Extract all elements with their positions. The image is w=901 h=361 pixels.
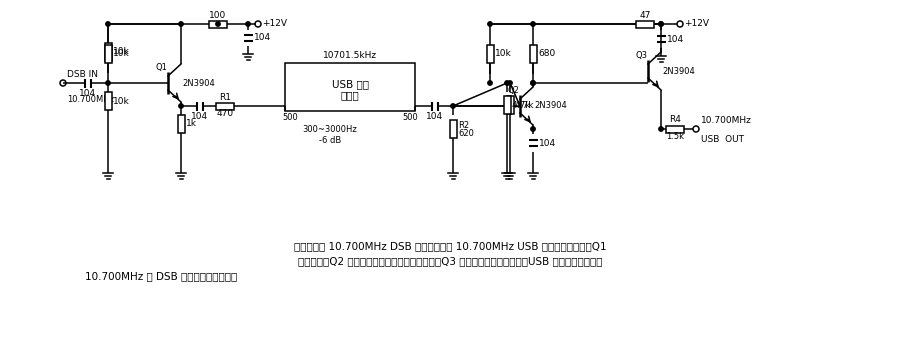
Bar <box>487 44 494 62</box>
Text: 4.7k: 4.7k <box>515 100 534 109</box>
Circle shape <box>487 81 492 85</box>
Bar <box>105 43 112 61</box>
Circle shape <box>659 22 663 26</box>
Bar <box>209 21 227 27</box>
Text: R4: R4 <box>669 116 681 125</box>
Text: 10k: 10k <box>113 49 130 58</box>
Circle shape <box>531 81 535 85</box>
Text: Q2: Q2 <box>507 86 519 95</box>
Text: 500: 500 <box>402 113 418 122</box>
Text: USB  OUT: USB OUT <box>701 135 744 144</box>
Text: 2N3904: 2N3904 <box>662 66 695 75</box>
Text: 为射随器；Q2 为输入阻抗较大的共射级放大器；Q3 为射随器作缓冲输出级。USB 晶体滤波器只允许: 为射随器；Q2 为输入阻抗较大的共射级放大器；Q3 为射随器作缓冲输出级。USB… <box>297 256 602 266</box>
Circle shape <box>659 22 663 26</box>
Text: 500: 500 <box>282 113 298 122</box>
Text: 680: 680 <box>538 49 555 58</box>
Circle shape <box>505 81 509 85</box>
Text: 10k: 10k <box>113 96 130 105</box>
Text: 2N3904: 2N3904 <box>182 78 214 87</box>
Text: DSB IN: DSB IN <box>67 70 98 79</box>
Text: USB 晶体: USB 晶体 <box>332 79 369 89</box>
Text: 104: 104 <box>426 112 443 121</box>
Text: Q1: Q1 <box>155 63 167 72</box>
Circle shape <box>178 22 183 26</box>
Bar <box>666 126 684 132</box>
Bar <box>636 21 654 27</box>
Text: 10.700MHz: 10.700MHz <box>701 116 751 125</box>
Text: 104: 104 <box>79 89 96 98</box>
Bar <box>530 44 536 62</box>
Text: 2N3904: 2N3904 <box>534 101 567 110</box>
Text: 滤波器: 滤波器 <box>341 90 359 100</box>
Text: 104: 104 <box>191 112 208 121</box>
Text: +12V: +12V <box>684 18 709 27</box>
Text: R2: R2 <box>458 121 469 130</box>
Text: 10k: 10k <box>113 48 130 57</box>
Bar <box>285 63 415 111</box>
Circle shape <box>659 127 663 131</box>
Text: -6 dB: -6 dB <box>319 136 341 145</box>
Bar <box>506 96 514 114</box>
Text: 10k: 10k <box>495 49 512 58</box>
Bar <box>450 120 457 138</box>
Text: 104: 104 <box>667 35 684 43</box>
Text: 10701.5kHz: 10701.5kHz <box>323 51 377 60</box>
Text: 47: 47 <box>640 10 651 19</box>
Text: +12V: +12V <box>262 18 287 27</box>
Circle shape <box>178 104 183 108</box>
Text: 4.7k: 4.7k <box>512 100 532 109</box>
Text: 1k: 1k <box>186 119 197 129</box>
Circle shape <box>531 127 535 131</box>
Text: 470: 470 <box>216 109 233 118</box>
Circle shape <box>487 22 492 26</box>
Circle shape <box>105 22 110 26</box>
Circle shape <box>105 81 110 85</box>
Circle shape <box>450 104 455 108</box>
Circle shape <box>508 81 512 85</box>
Circle shape <box>216 22 220 26</box>
Bar <box>177 115 185 133</box>
Circle shape <box>246 22 250 26</box>
Text: 300~3000Hz: 300~3000Hz <box>303 125 358 134</box>
Bar <box>105 44 112 62</box>
Circle shape <box>531 22 535 26</box>
Text: 620: 620 <box>458 129 474 138</box>
Text: 10.700MHz 的 DSB 信号的上边带通过。: 10.700MHz 的 DSB 信号的上边带通过。 <box>85 271 237 281</box>
Text: 104: 104 <box>539 139 556 148</box>
Text: 1.5k: 1.5k <box>666 132 684 141</box>
Text: 104: 104 <box>254 34 271 43</box>
Text: 该图为输人 10.700MHz DSB 信号而输出为 10.700MHz USB 信号产生电路图。Q1: 该图为输人 10.700MHz DSB 信号而输出为 10.700MHz USB… <box>294 241 606 251</box>
Text: 10.700MHz: 10.700MHz <box>67 95 114 104</box>
Text: 100: 100 <box>209 10 227 19</box>
Circle shape <box>531 81 535 85</box>
Bar <box>105 92 112 110</box>
Bar <box>504 96 511 114</box>
Text: R1: R1 <box>219 92 231 101</box>
Text: Q3: Q3 <box>635 51 647 60</box>
Bar <box>216 103 234 109</box>
